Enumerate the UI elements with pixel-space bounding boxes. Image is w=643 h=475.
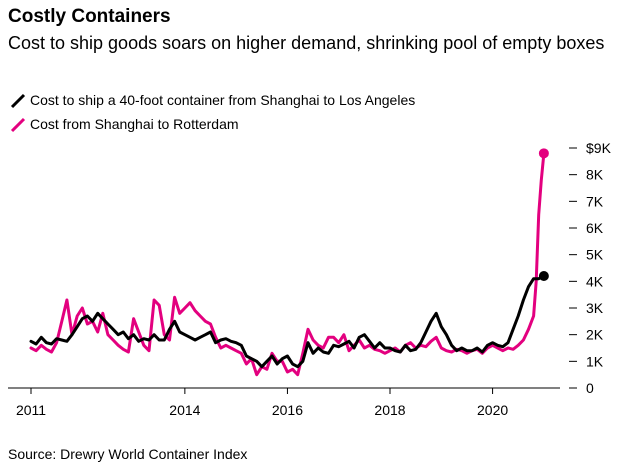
chart-title: Costly Containers (8, 6, 171, 27)
y-tick-label: 8K (586, 167, 604, 183)
x-tick-label: 2014 (169, 402, 200, 418)
y-tick-label: 1K (586, 353, 604, 369)
x-tick-label: 2018 (374, 402, 405, 418)
series-line-la (29, 274, 546, 369)
legend-label-la: Cost to ship a 40-foot container from Sh… (30, 92, 416, 108)
x-tick-label: 2020 (477, 402, 508, 418)
series-line-rotterdam (29, 151, 546, 377)
y-tick-label: $9K (586, 140, 612, 156)
y-tick-label: 7K (586, 193, 604, 209)
legend-label-rotterdam: Cost from Shanghai to Rotterdam (30, 116, 239, 132)
x-tick-label: 2011 (16, 402, 46, 418)
y-tick-label: 6K (586, 220, 604, 236)
source-note: Source: Drewry World Container Index (8, 446, 248, 462)
y-tick-label: 5K (586, 247, 604, 263)
y-tick-label: 2K (586, 327, 604, 343)
y-tick-label: 3K (586, 300, 604, 316)
y-tick-label: 0 (586, 380, 594, 396)
end-point-rotterdam (538, 148, 549, 159)
y-tick-label: 4K (586, 273, 604, 289)
chart-subtitle: Cost to ship goods soars on higher deman… (8, 33, 605, 53)
x-tick-label: 2016 (272, 402, 303, 418)
legend-swatch-rotterdam (10, 117, 26, 133)
end-point-la (538, 271, 549, 281)
legend-swatch-la (10, 93, 26, 109)
